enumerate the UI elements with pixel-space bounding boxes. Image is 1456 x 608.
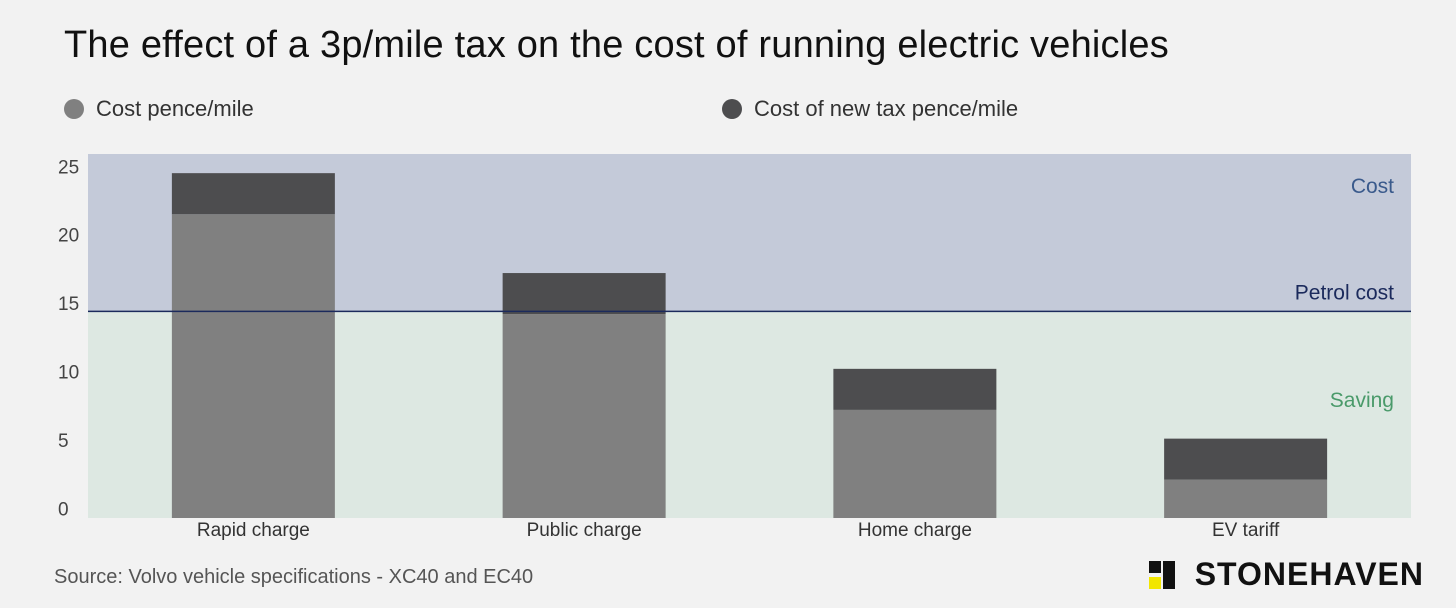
legend-label-tax: Cost of new tax pence/mile [754, 96, 1019, 121]
y-tick-label: 25 [58, 157, 79, 178]
bar-tax [833, 368, 997, 410]
y-tick-label: 15 [58, 294, 79, 315]
legend-label-base: Cost pence/mile [96, 96, 254, 121]
y-tick-label: 5 [58, 431, 69, 452]
chart-title: The effect of a 3p/mile tax on the cost … [64, 24, 1169, 66]
bar-tax [1164, 438, 1328, 480]
y-tick-label: 20 [58, 226, 79, 247]
brand-name: STONEHAVEN [1194, 556, 1424, 592]
x-tick-label: EV tariff [1212, 520, 1280, 541]
source-note: Source: Volvo vehicle specifications - X… [54, 566, 534, 588]
brand-logo: STONEHAVEN [1148, 556, 1424, 593]
legend-dot-base [64, 99, 84, 119]
y-tick-label: 10 [58, 363, 79, 384]
legend-dot-tax [722, 99, 742, 119]
legend-item-base: Cost pence/mile [64, 96, 254, 122]
x-tick-label: Rapid charge [197, 520, 310, 541]
x-tick-label: Public charge [527, 520, 642, 541]
bar-base [1164, 479, 1328, 518]
x-tick-label: Home charge [858, 520, 972, 541]
bar-base [171, 214, 335, 519]
legend-item-tax: Cost of new tax pence/mile [722, 96, 1018, 122]
bar-base [833, 409, 997, 518]
bar-tax [171, 173, 335, 215]
petrol-cost-label: Petrol cost [1295, 281, 1394, 304]
saving-zone-label: Saving [1330, 389, 1394, 412]
bar-tax [502, 273, 666, 315]
y-tick-label: 0 [58, 499, 69, 520]
bar-base [502, 314, 666, 518]
brand-mark-icon [1148, 560, 1177, 589]
cost-zone-label: Cost [1351, 175, 1394, 198]
